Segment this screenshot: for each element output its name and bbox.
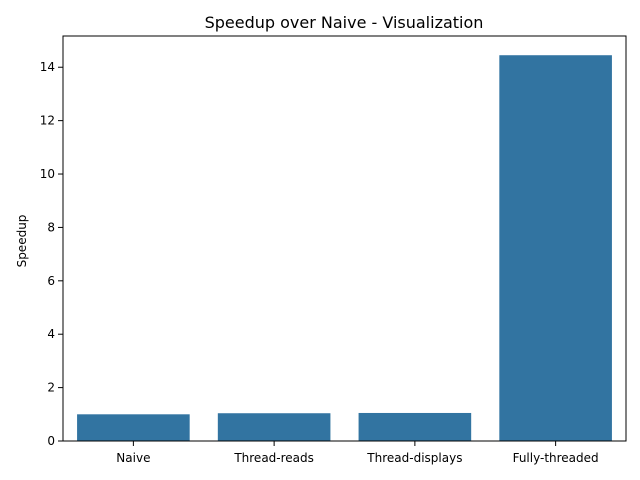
y-tick-label: 6 <box>47 274 55 288</box>
y-axis-label: Speedup <box>15 215 29 268</box>
y-tick-label: 2 <box>47 381 55 395</box>
y-axis-ticks: 0 2 4 6 8 10 12 14 <box>40 60 63 448</box>
x-tick-label: Naive <box>116 451 150 465</box>
bar-thread-reads <box>217 413 331 441</box>
bar-naive <box>77 414 190 441</box>
plot-frame <box>62 35 627 442</box>
x-tick-label: Thread-reads <box>233 451 314 465</box>
y-tick-label: 10 <box>40 167 55 181</box>
x-tick-label: Thread-displays <box>366 451 462 465</box>
x-axis-ticks: Naive Thread-reads Thread-displays Fully-th… <box>116 441 599 465</box>
x-tick-label: Fully-threaded <box>513 451 599 465</box>
bar-thread-displays <box>358 412 472 441</box>
bar-fully-threaded <box>499 55 612 442</box>
y-tick-label: 8 <box>47 220 55 234</box>
chart-title: Speedup over Naive - Visualization <box>205 13 484 32</box>
plot-border <box>62 35 627 442</box>
bars <box>77 55 612 442</box>
y-tick-label: 12 <box>40 114 55 128</box>
y-tick-label: 0 <box>47 434 55 448</box>
y-tick-label: 14 <box>40 60 55 74</box>
y-tick-label: 4 <box>47 327 55 341</box>
